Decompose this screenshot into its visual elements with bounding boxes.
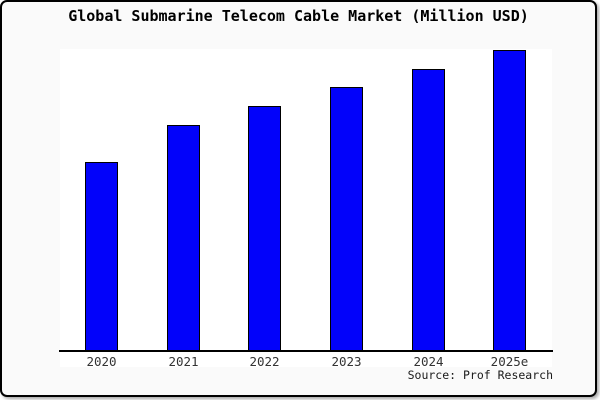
x-axis-line bbox=[59, 350, 553, 352]
bar-2024 bbox=[412, 69, 445, 351]
bar-2021 bbox=[167, 125, 200, 351]
x-tick-2025e: 2025e bbox=[490, 354, 529, 369]
x-tick-2024: 2024 bbox=[413, 354, 444, 369]
plot-area bbox=[60, 49, 552, 367]
x-tick-2021: 2021 bbox=[168, 354, 199, 369]
x-tick-2022: 2022 bbox=[249, 354, 280, 369]
source-caption: Source: Prof Research bbox=[407, 368, 553, 382]
bar-2022 bbox=[248, 106, 281, 351]
x-tick-2023: 2023 bbox=[331, 354, 362, 369]
bar-2020 bbox=[85, 162, 118, 351]
x-tick-2020: 2020 bbox=[86, 354, 117, 369]
bar-2025e bbox=[493, 50, 526, 351]
bar-2023 bbox=[330, 87, 363, 351]
chart-title: Global Submarine Telecom Cable Market (M… bbox=[68, 7, 529, 25]
